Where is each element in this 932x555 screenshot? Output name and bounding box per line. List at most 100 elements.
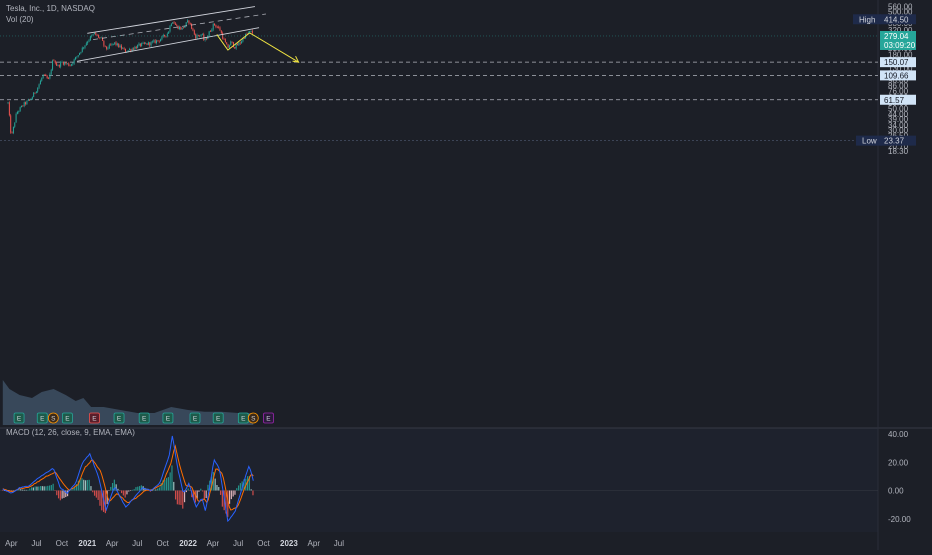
event-marker-1[interactable]: E bbox=[36, 412, 48, 424]
high-tag[interactable]: High 414.50 bbox=[853, 14, 916, 25]
candle-body bbox=[14, 122, 16, 127]
high-value: 414.50 bbox=[884, 15, 909, 24]
macd-histogram-bar bbox=[95, 490, 97, 498]
event-marker-label: S bbox=[251, 416, 256, 423]
macd-histogram-bar bbox=[169, 472, 171, 491]
event-marker-shape bbox=[189, 412, 201, 424]
pattern-line-0[interactable] bbox=[216, 32, 251, 51]
candle-body bbox=[120, 45, 122, 49]
candle-body bbox=[88, 40, 90, 42]
time-axis[interactable]: Apr Jul Oct 2021 Apr Jul Oct 2022 Apr Jul Oct 2023 A… bbox=[5, 539, 344, 548]
candle-body bbox=[89, 36, 91, 41]
candle-body bbox=[189, 23, 191, 24]
macd-histogram-bar bbox=[151, 490, 153, 491]
candle-body bbox=[133, 48, 135, 50]
candle-body bbox=[230, 41, 232, 46]
level-tag-label: 61.57 bbox=[884, 96, 905, 105]
macd-histogram-bar bbox=[59, 490, 61, 501]
price-tick-label: 34.00 bbox=[888, 121, 909, 130]
macd-tick-label: 20.00 bbox=[888, 458, 909, 467]
candle-body bbox=[142, 42, 144, 44]
event-marker-12[interactable]: E bbox=[263, 412, 274, 424]
event-marker-6[interactable]: E bbox=[138, 412, 150, 424]
macd-histogram-bar bbox=[50, 485, 52, 491]
event-marker-4[interactable]: E bbox=[89, 412, 100, 424]
candle-body bbox=[35, 91, 37, 93]
price-tick-label: 20.70 bbox=[888, 142, 909, 151]
macd-histogram-bar bbox=[119, 490, 121, 491]
candle-body bbox=[26, 100, 28, 105]
candle-body bbox=[215, 25, 217, 27]
candle-body bbox=[146, 43, 148, 45]
level-tag-label: 109.66 bbox=[884, 71, 909, 80]
price-axis[interactable]: 560.00500.00440.00380.00320.00280.00240.… bbox=[0, 3, 916, 156]
event-marker-10[interactable]: E bbox=[237, 412, 249, 424]
macd-histogram-bar bbox=[149, 490, 151, 492]
candle-body bbox=[156, 40, 158, 44]
macd-histogram-bar bbox=[126, 490, 128, 495]
event-marker-shape bbox=[13, 412, 25, 424]
event-marker-0[interactable]: E bbox=[13, 412, 25, 424]
candle-body bbox=[76, 56, 78, 58]
macd-histogram-bar bbox=[81, 478, 83, 491]
macd-histogram-bar bbox=[41, 486, 43, 491]
event-marker-7[interactable]: E bbox=[162, 412, 174, 424]
candle-body bbox=[129, 49, 131, 51]
price-tick-label: 180.00 bbox=[888, 50, 913, 59]
macd-histogram-bar bbox=[12, 490, 15, 491]
macd-histogram-bar bbox=[153, 489, 155, 491]
candle-body bbox=[116, 43, 118, 46]
macd-histogram-bar bbox=[135, 487, 137, 491]
event-marker-11[interactable]: S bbox=[247, 412, 259, 424]
macd-histogram-bar bbox=[122, 490, 124, 496]
candle-body bbox=[61, 61, 63, 63]
macd-histogram-bar bbox=[36, 486, 38, 491]
macd-pane: 40.00 20.00 0.00 -20.00 bbox=[0, 430, 911, 524]
macd-histogram-bar bbox=[234, 490, 236, 495]
channel-middle-line[interactable] bbox=[93, 13, 267, 41]
channel-lower-line[interactable] bbox=[76, 27, 260, 62]
level-tag-2[interactable]: 61.57 bbox=[880, 94, 916, 105]
price-tick-label: 320.00 bbox=[888, 26, 913, 35]
event-marker-9[interactable]: E bbox=[212, 412, 224, 424]
event-marker-shape bbox=[212, 412, 224, 424]
candle-body bbox=[106, 46, 108, 49]
event-marker-3[interactable]: E bbox=[61, 412, 73, 424]
candle-body bbox=[29, 99, 31, 101]
event-marker-label: E bbox=[266, 416, 271, 423]
macd-histogram-bar bbox=[113, 479, 115, 491]
candle-body bbox=[115, 42, 117, 46]
macd-histogram-bar bbox=[32, 487, 34, 491]
pattern-line-1[interactable] bbox=[249, 32, 299, 63]
macd-histogram-bar bbox=[241, 481, 243, 491]
candle-body bbox=[16, 112, 18, 114]
candle-body bbox=[38, 84, 40, 88]
candle-body bbox=[210, 31, 212, 32]
event-marker-5[interactable]: E bbox=[113, 412, 125, 424]
channel-upper-line[interactable] bbox=[87, 6, 256, 34]
event-marker-2[interactable]: S bbox=[47, 412, 59, 424]
level-tag-0[interactable]: 150.07 bbox=[880, 57, 916, 68]
macd-histogram-bar bbox=[39, 486, 42, 491]
macd-histogram-bar bbox=[92, 490, 94, 493]
level-tag-1[interactable]: 109.66 bbox=[880, 70, 916, 81]
candle-body bbox=[170, 23, 172, 26]
candle-body bbox=[250, 30, 252, 32]
candle-body bbox=[62, 61, 64, 65]
candle-body bbox=[201, 34, 203, 35]
candle-body bbox=[72, 63, 74, 65]
macd-histogram-bar bbox=[63, 490, 65, 498]
low-tag[interactable]: Low 23.37 bbox=[0, 135, 916, 146]
macd-histogram-bar bbox=[72, 488, 74, 491]
candle-body bbox=[161, 36, 163, 40]
candle-body bbox=[73, 59, 75, 64]
macd-histogram-bar bbox=[21, 489, 24, 491]
event-marker-8[interactable]: E bbox=[189, 412, 201, 424]
candle-body bbox=[242, 38, 244, 42]
macd-histogram-bar bbox=[56, 490, 58, 496]
macd-histogram-bar bbox=[198, 490, 200, 492]
